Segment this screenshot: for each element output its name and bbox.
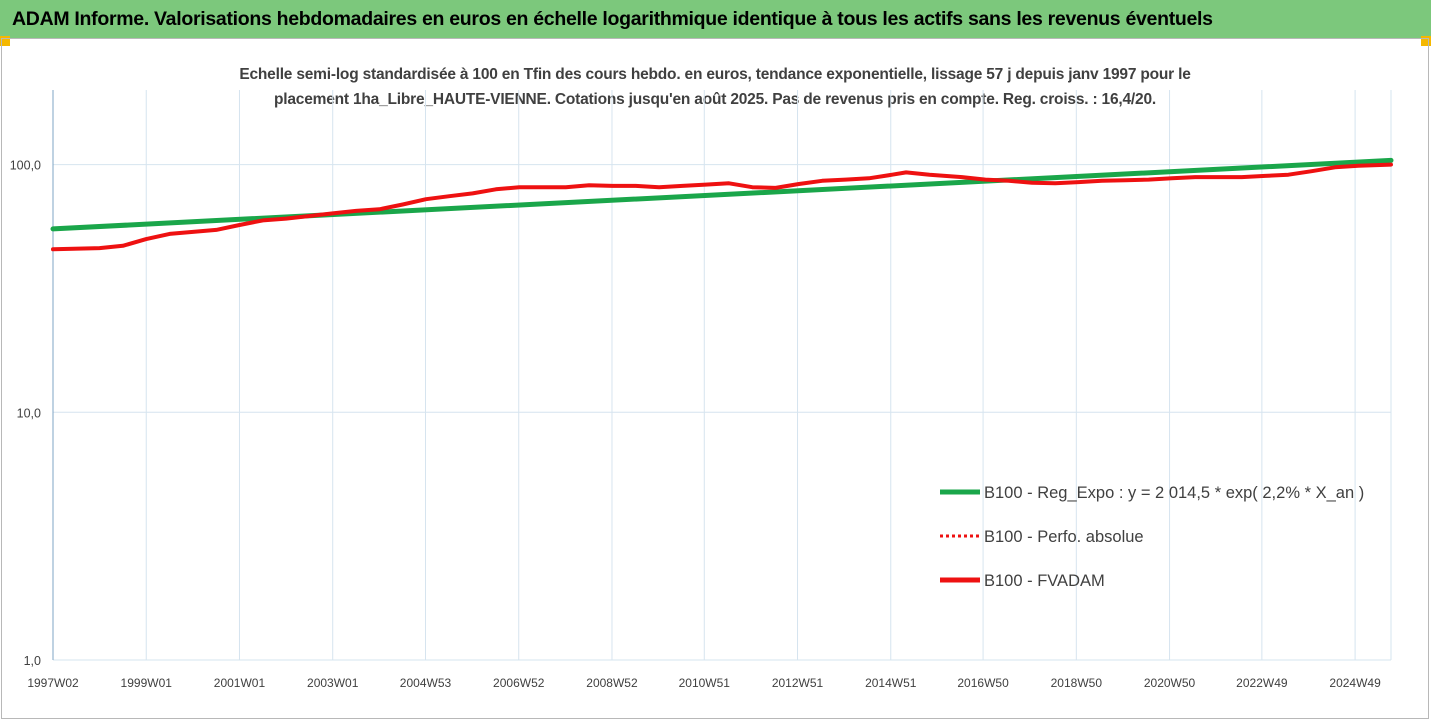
grid-layer: [53, 90, 1392, 661]
x-tick-label: 2008W52: [586, 676, 638, 690]
corner-accent-right: [1421, 36, 1431, 46]
y-tick-label: 10,0: [17, 406, 41, 420]
series-line-0: [50, 157, 1394, 232]
report-banner: ADAM Informe. Valorisations hebdomadaire…: [0, 0, 1431, 38]
legend-label-fvadam: B100 - FVADAM: [984, 572, 1105, 590]
x-tick-label: 2003W01: [307, 676, 359, 690]
x-tick-label: 2022W49: [1236, 676, 1288, 690]
chart-subtitle: Echelle semi-log standardisée à 100 en T…: [170, 62, 1260, 112]
legend-label-regression: B100 - Reg_Expo : y = 2 014,5 * exp( 2,2…: [984, 484, 1364, 502]
y-tick-label: 100,0: [10, 159, 41, 173]
report-title: ADAM Informe. Valorisations hebdomadaire…: [12, 7, 1213, 30]
series-layer: [50, 157, 1394, 252]
corner-accent-left: [0, 36, 10, 46]
x-tick-label: 2001W01: [214, 676, 266, 690]
x-tick-label: 2012W51: [772, 676, 824, 690]
x-tick-label: 2018W50: [1051, 676, 1103, 690]
chart-frame: [1, 38, 1429, 719]
x-tick-label: 1999W01: [121, 676, 173, 690]
subtitle-line-2: placement 1ha_Libre_HAUTE-VIENNE. Cotati…: [274, 91, 1156, 108]
x-tick-label: 2004W53: [400, 676, 452, 690]
x-tick-label: 2014W51: [865, 676, 917, 690]
x-tick-label: 1997W02: [27, 676, 79, 690]
subtitle-line-1: Echelle semi-log standardisée à 100 en T…: [239, 66, 1191, 83]
x-tick-label: 2006W52: [493, 676, 545, 690]
y-tick-label: 1,0: [24, 654, 41, 668]
x-tick-label: 2016W50: [957, 676, 1009, 690]
axis-layer: 1997W02 1999W01 2001W01 2003W01 2004W53 2006W…: [10, 90, 1381, 690]
series-line-2: [51, 162, 1393, 252]
x-tick-label: 2020W50: [1144, 676, 1196, 690]
legend-label-perfo: B100 - Perfo. absolue: [984, 528, 1144, 546]
x-tick-label: 2024W49: [1329, 676, 1381, 690]
x-tick-label: 2010W51: [679, 676, 731, 690]
legend: B100 - Reg_Expo : y = 2 014,5 * exp( 2,2…: [940, 484, 1364, 590]
